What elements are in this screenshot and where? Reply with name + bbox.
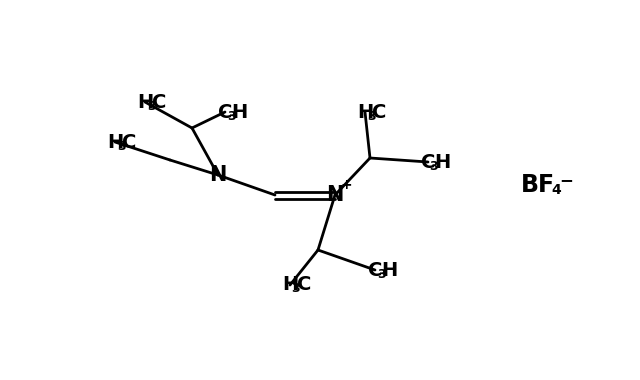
Text: 4: 4 xyxy=(551,183,561,197)
Text: −: − xyxy=(559,171,573,189)
Text: H: H xyxy=(231,103,247,122)
Text: H: H xyxy=(282,276,298,294)
Text: H: H xyxy=(381,261,397,280)
Text: C: C xyxy=(297,276,311,294)
Text: B: B xyxy=(521,173,539,197)
Text: N: N xyxy=(209,165,227,185)
Text: 3: 3 xyxy=(116,139,125,152)
Text: C: C xyxy=(368,261,382,280)
Text: 3: 3 xyxy=(367,109,375,122)
Text: 3: 3 xyxy=(429,160,438,173)
Text: 3: 3 xyxy=(292,282,300,296)
Text: H: H xyxy=(137,92,153,111)
Text: 3: 3 xyxy=(227,109,236,122)
Text: 3: 3 xyxy=(147,100,156,112)
Text: C: C xyxy=(122,133,136,152)
Text: F: F xyxy=(538,173,554,197)
Text: C: C xyxy=(421,152,435,171)
Text: H: H xyxy=(107,133,123,152)
Text: C: C xyxy=(152,92,166,111)
Text: +: + xyxy=(340,178,352,192)
Text: C: C xyxy=(372,103,386,122)
Text: H: H xyxy=(357,103,373,122)
Text: N: N xyxy=(326,185,344,205)
Text: 3: 3 xyxy=(377,268,385,280)
Text: C: C xyxy=(218,103,232,122)
Text: H: H xyxy=(434,152,450,171)
